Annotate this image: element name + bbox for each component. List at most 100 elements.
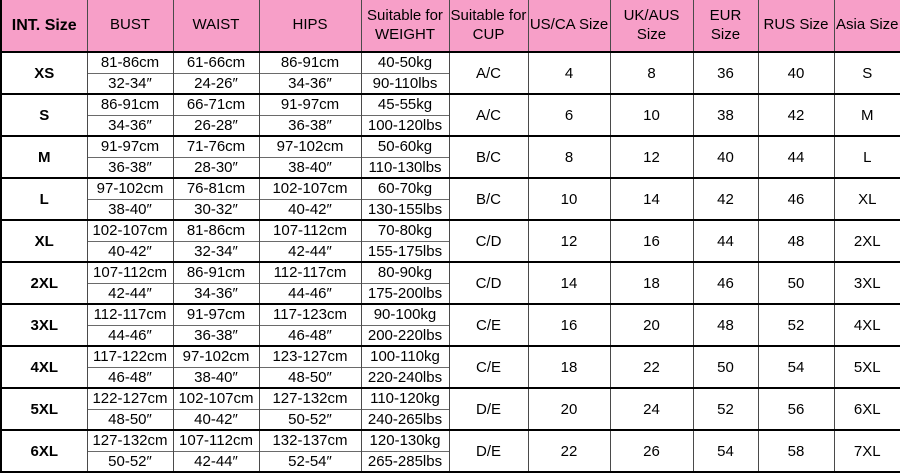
col-header-rus: RUS Size (757, 0, 835, 53)
col-header-asia: Asia Size (833, 0, 900, 53)
weight-kg-cell: 80-90kg (360, 261, 450, 283)
col-header-weight: Suitable for WEIGHT (360, 0, 450, 53)
eur-size-cell: 36 (692, 51, 759, 94)
table-row-4xl: 4XL 117-122cm 97-102cm 123-127cm 100-110… (0, 345, 900, 388)
table-row-2xl: 2XL 107-112cm 86-91cm 112-117cm 80-90kg … (0, 261, 900, 304)
waist-in-cell: 30-32″ (172, 198, 260, 220)
table-row-s: S 86-91cm 66-71cm 91-97cm 45-55kg A/C 6 … (0, 93, 900, 136)
bust-in-cell: 50-52″ (86, 450, 174, 472)
bust-cm-cell: 81-86cm (86, 51, 174, 73)
weight-kg-cell: 45-55kg (360, 93, 450, 115)
bust-in-cell: 36-38″ (86, 156, 174, 178)
ukaus-size-cell: 16 (609, 219, 694, 262)
col-header-waist: WAIST (172, 0, 260, 53)
cup-cell: C/D (448, 261, 529, 304)
asia-size-cell: 5XL (833, 345, 900, 388)
hips-in-cell: 38-40″ (258, 156, 362, 178)
weight-kg-cell: 60-70kg (360, 177, 450, 199)
table-subrow-6xl: 50-52″ 42-44″ 52-54″ 265-285lbs (1, 450, 900, 472)
int-size-label: 3XL (0, 303, 88, 346)
waist-cm-cell: 97-102cm (172, 345, 260, 367)
waist-cm-cell: 91-97cm (172, 303, 260, 325)
usca-size-cell: 8 (527, 135, 611, 178)
ukaus-size-cell: 24 (609, 387, 694, 430)
cup-cell: D/E (448, 387, 529, 430)
eur-size-cell: 44 (692, 219, 759, 262)
rus-size-cell: 44 (757, 135, 835, 178)
weight-lbs-cell: 90-110lbs (360, 72, 450, 94)
cup-cell: A/C (448, 51, 529, 94)
hips-in-cell: 40-42″ (258, 198, 362, 220)
waist-cm-cell: 66-71cm (172, 93, 260, 115)
eur-size-cell: 42 (692, 177, 759, 220)
waist-in-cell: 24-26″ (172, 72, 260, 94)
waist-cm-cell: 102-107cm (172, 387, 260, 409)
ukaus-size-cell: 10 (609, 93, 694, 136)
weight-kg-cell: 100-110kg (360, 345, 450, 367)
cup-cell: D/E (448, 429, 529, 472)
eur-size-cell: 38 (692, 93, 759, 136)
bust-in-cell: 44-46″ (86, 324, 174, 346)
rus-size-cell: 46 (757, 177, 835, 220)
weight-kg-cell: 50-60kg (360, 135, 450, 157)
asia-size-cell: 6XL (833, 387, 900, 430)
ukaus-size-cell: 26 (609, 429, 694, 472)
bust-in-cell: 38-40″ (86, 198, 174, 220)
col-header-cup: Suitable for CUP (448, 0, 529, 53)
hips-cm-cell: 86-91cm (258, 51, 362, 73)
ukaus-size-cell: 22 (609, 345, 694, 388)
weight-lbs-cell: 265-285lbs (360, 450, 450, 472)
ukaus-size-cell: 8 (609, 51, 694, 94)
col-header-bust: BUST (86, 0, 174, 53)
hips-in-cell: 50-52″ (258, 408, 362, 430)
weight-kg-cell: 40-50kg (360, 51, 450, 73)
cup-cell: C/D (448, 219, 529, 262)
waist-cm-cell: 71-76cm (172, 135, 260, 157)
waist-in-cell: 28-30″ (172, 156, 260, 178)
ukaus-size-cell: 18 (609, 261, 694, 304)
eur-size-cell: 46 (692, 261, 759, 304)
weight-lbs-cell: 100-120lbs (360, 114, 450, 136)
asia-size-cell: 7XL (833, 429, 900, 472)
table-subrow-l: 38-40″ 30-32″ 40-42″ 130-155lbs (1, 198, 900, 220)
bust-in-cell: 48-50″ (86, 408, 174, 430)
bust-cm-cell: 122-127cm (86, 387, 174, 409)
int-size-label: 2XL (0, 261, 88, 304)
int-size-label: 4XL (0, 345, 88, 388)
cup-cell: B/C (448, 177, 529, 220)
col-header-int-size: INT. Size (0, 0, 88, 53)
hips-in-cell: 42-44″ (258, 240, 362, 262)
waist-in-cell: 40-42″ (172, 408, 260, 430)
rus-size-cell: 42 (757, 93, 835, 136)
usca-size-cell: 22 (527, 429, 611, 472)
asia-size-cell: M (833, 93, 900, 136)
waist-cm-cell: 107-112cm (172, 429, 260, 451)
table-subrow-xl: 40-42″ 32-34″ 42-44″ 155-175lbs (1, 240, 900, 262)
int-size-label: 5XL (0, 387, 88, 430)
cup-cell: B/C (448, 135, 529, 178)
weight-lbs-cell: 155-175lbs (360, 240, 450, 262)
hips-cm-cell: 91-97cm (258, 93, 362, 115)
bust-in-cell: 46-48″ (86, 366, 174, 388)
hips-cm-cell: 132-137cm (258, 429, 362, 451)
weight-lbs-cell: 240-265lbs (360, 408, 450, 430)
weight-lbs-cell: 220-240lbs (360, 366, 450, 388)
hips-in-cell: 46-48″ (258, 324, 362, 346)
waist-in-cell: 38-40″ (172, 366, 260, 388)
rus-size-cell: 58 (757, 429, 835, 472)
hips-in-cell: 52-54″ (258, 450, 362, 472)
hips-in-cell: 44-46″ (258, 282, 362, 304)
table-row-m: M 91-97cm 71-76cm 97-102cm 50-60kg B/C 8… (0, 135, 900, 178)
hips-cm-cell: 123-127cm (258, 345, 362, 367)
cup-cell: C/E (448, 345, 529, 388)
table-row-l: L 97-102cm 76-81cm 102-107cm 60-70kg B/C… (0, 177, 900, 220)
usca-size-cell: 4 (527, 51, 611, 94)
col-header-usca: US/CA Size (527, 0, 611, 53)
table-row-3xl: 3XL 112-117cm 91-97cm 117-123cm 90-100kg… (0, 303, 900, 346)
eur-size-cell: 54 (692, 429, 759, 472)
int-size-label: XL (0, 219, 88, 262)
usca-size-cell: 6 (527, 93, 611, 136)
usca-size-cell: 16 (527, 303, 611, 346)
table-subrow-2xl: 42-44″ 34-36″ 44-46″ 175-200lbs (1, 282, 900, 304)
